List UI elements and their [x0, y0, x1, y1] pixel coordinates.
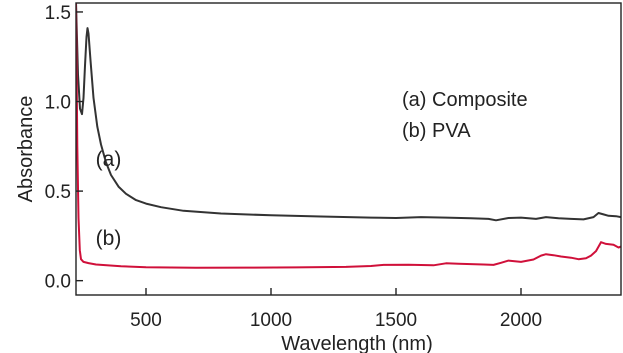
series-annotations: (a) (b) — [96, 148, 122, 250]
y-tick-label: 1.0 — [45, 93, 71, 114]
legend-line-composite: (a) Composite — [402, 89, 528, 111]
y-tick-label: 0.5 — [45, 182, 71, 203]
x-axis-title: Wavelength (nm) — [281, 333, 433, 353]
y-axis-ticks: 0.0 0.5 1.0 1.5 — [45, 3, 83, 293]
y-tick-label: 0.0 — [45, 272, 71, 293]
series-line-pva — [76, 3, 621, 269]
plot-frame — [75, 2, 622, 296]
annotation-b: (b) — [96, 227, 122, 250]
plot-area — [76, 3, 621, 269]
legend-line-pva: (b) PVA — [402, 120, 471, 142]
x-axis-ticks: 500 1000 1500 2000 — [130, 288, 542, 331]
series-layer — [76, 3, 621, 269]
y-axis-title: Absorbance — [15, 96, 37, 203]
series-line-composite — [76, 3, 621, 222]
x-tick-label: 500 — [130, 310, 162, 331]
annotation-a: (a) — [96, 148, 122, 171]
x-tick-label: 1000 — [250, 310, 292, 331]
y-tick-label: 1.5 — [45, 3, 71, 24]
x-tick-label: 1500 — [375, 310, 417, 331]
x-tick-label: 2000 — [500, 310, 542, 331]
